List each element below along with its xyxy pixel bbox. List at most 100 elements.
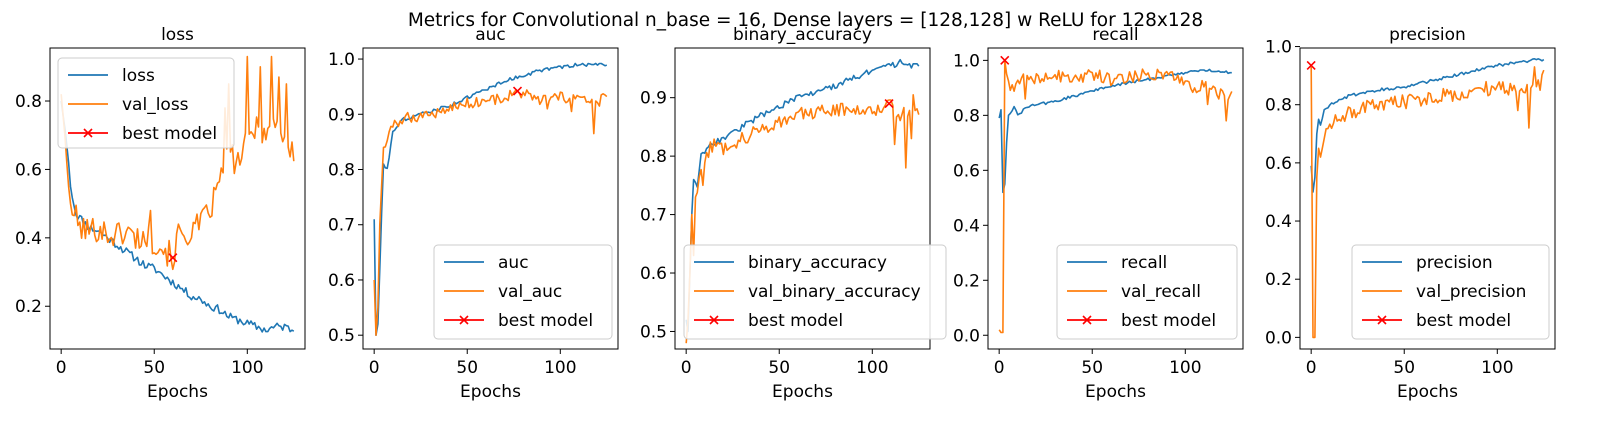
- legend-frame: [683, 244, 947, 340]
- series-line-val: [60, 55, 295, 271]
- y-tick-label: 0.4: [1265, 212, 1292, 232]
- y-tick-label: 0.2: [1265, 270, 1292, 290]
- subplot-title: precision: [1389, 25, 1466, 45]
- series-line-val: [373, 89, 608, 337]
- subplot-title: binary_accuracy: [733, 25, 872, 45]
- y-tick-label: 1.0: [953, 51, 980, 71]
- y-tick-label: 0.6: [1265, 154, 1292, 174]
- y-tick-label: 0.0: [953, 326, 980, 346]
- series-line-val: [998, 59, 1233, 334]
- legend-frame: [1351, 244, 1550, 340]
- legend-frame: [57, 57, 235, 149]
- y-tick-label: 0.7: [640, 206, 667, 226]
- x-axis-label: Epochs: [1397, 382, 1458, 402]
- x-tick-label: 50: [768, 358, 790, 378]
- y-tick-label: 0.8: [15, 92, 42, 112]
- x-tick-label: 50: [456, 358, 478, 378]
- best-model-marker: [1306, 60, 1316, 71]
- y-tick-label: 0.8: [640, 147, 667, 167]
- legend-label: precision: [1416, 253, 1493, 273]
- subplot-binary-accuracy: binary_accuracy 0 50 100 0.5 0.6 0.7 0.8 0.9 Epoc…: [640, 25, 947, 402]
- legend-label: val_loss: [122, 95, 189, 115]
- x-tick-label: 0: [994, 358, 1005, 378]
- series-line-val: [685, 94, 920, 344]
- series-line-train: [998, 68, 1232, 194]
- legend-label: best model: [1416, 311, 1511, 331]
- legend-label: auc: [498, 253, 529, 273]
- best-model-marker: [1000, 55, 1010, 65]
- y-tick-label: 0.4: [15, 229, 42, 249]
- y-tick-label: 0.6: [953, 161, 980, 181]
- series-line-train: [685, 58, 920, 333]
- legend-label: val_precision: [1416, 282, 1526, 302]
- x-tick-label: 50: [1081, 358, 1103, 378]
- x-tick-label: 100: [1169, 358, 1201, 378]
- subplot-title: auc: [475, 25, 506, 45]
- axes-frame: [362, 47, 619, 350]
- y-tick-label: 0.6: [15, 160, 42, 180]
- y-tick-label: 1.0: [328, 50, 355, 70]
- legend-label: recall: [1121, 253, 1167, 273]
- legend-label: best model: [122, 124, 217, 144]
- best-model-marker: [884, 98, 894, 109]
- legend-label: loss: [122, 66, 155, 86]
- x-tick-label: 0: [1306, 358, 1317, 378]
- y-tick-label: 0.6: [328, 271, 355, 291]
- x-tick-label: 100: [856, 358, 888, 378]
- legend-label: binary_accuracy: [748, 253, 887, 273]
- y-tick-label: 0.2: [953, 271, 980, 291]
- subplot-auc: auc 0 50 100 0.5 0.6 0.7 0.8 0.9 1.0 Epochs auc val_…: [328, 25, 619, 402]
- y-tick-label: 0.5: [640, 322, 667, 342]
- legend-frame: [1056, 244, 1238, 340]
- series-line-val: [1310, 66, 1545, 339]
- y-tick-label: 0.8: [1265, 96, 1292, 116]
- x-axis-label: Epochs: [460, 382, 521, 402]
- axes-frame: [49, 47, 306, 350]
- y-tick-label: 0.2: [15, 297, 42, 317]
- x-tick-label: 0: [56, 358, 67, 378]
- legend-label: val_auc: [498, 282, 562, 302]
- y-tick-label: 0.8: [328, 161, 355, 181]
- subplot-recall: recall 0 50 100 0.0 0.2 0.4 0.6 0.8 1.0 Epochs reca…: [953, 25, 1244, 402]
- legend-label: val_recall: [1121, 282, 1201, 302]
- legend-label: best model: [498, 311, 593, 331]
- x-tick-label: 0: [681, 358, 692, 378]
- legend-label: val_binary_accuracy: [748, 282, 921, 302]
- y-tick-label: 0.6: [640, 264, 667, 284]
- y-tick-label: 0.4: [953, 216, 980, 236]
- y-tick-label: 0.7: [328, 216, 355, 236]
- subplot-title: recall: [1092, 25, 1138, 45]
- axes-frame: [987, 47, 1244, 350]
- y-tick-label: 1.0: [1265, 38, 1292, 58]
- y-tick-label: 0.9: [640, 89, 667, 109]
- subplot-loss: loss 0 50 100 0.2 0.4 0.6 0.8 Epochs loss val_loss…: [15, 25, 306, 402]
- x-axis-label: Epochs: [772, 382, 833, 402]
- subplot-title: loss: [161, 25, 194, 45]
- x-tick-label: 0: [369, 358, 380, 378]
- legend-label: best model: [1121, 311, 1216, 331]
- x-tick-label: 100: [231, 358, 263, 378]
- x-tick-label: 100: [544, 358, 576, 378]
- y-tick-label: 0.8: [953, 106, 980, 126]
- series-line-train: [1310, 57, 1545, 193]
- x-axis-label: Epochs: [147, 382, 208, 402]
- y-tick-label: 0.9: [328, 105, 355, 125]
- best-model-marker: [168, 253, 178, 263]
- y-tick-label: 0.0: [1265, 328, 1292, 348]
- x-tick-label: 50: [1393, 358, 1415, 378]
- x-tick-label: 50: [143, 358, 165, 378]
- axes-frame: [1299, 47, 1556, 350]
- figure-suptitle: Metrics for Convolutional n_base = 16, D…: [408, 10, 1203, 31]
- best-model-marker: [512, 86, 523, 96]
- legend-frame: [433, 244, 613, 340]
- x-axis-label: Epochs: [1085, 382, 1146, 402]
- legend-label: best model: [748, 311, 843, 331]
- x-tick-label: 100: [1481, 358, 1513, 378]
- y-tick-label: 0.5: [328, 326, 355, 346]
